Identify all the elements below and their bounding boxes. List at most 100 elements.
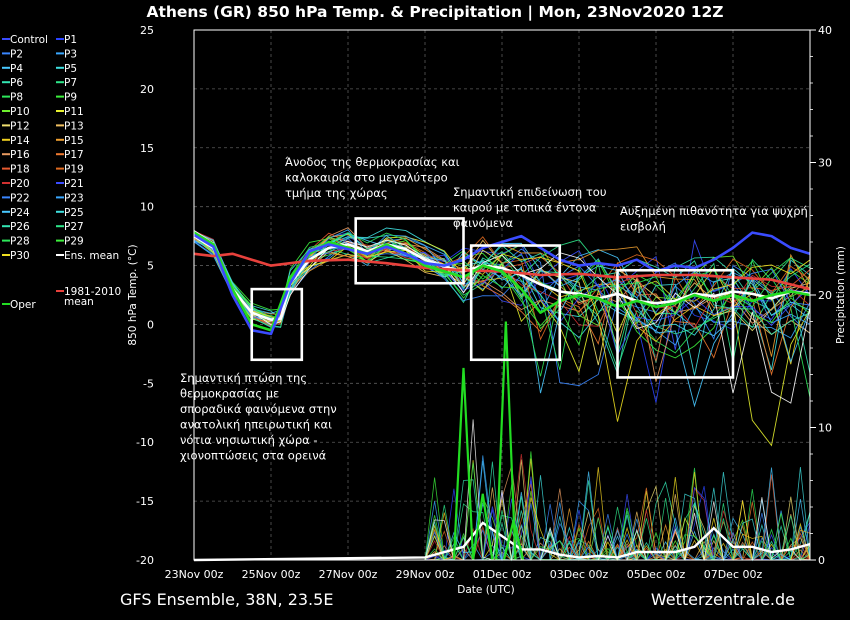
- legend-label: P23: [64, 192, 84, 204]
- annotation-line: καλοκαιρία στο μεγαλύτερο: [285, 171, 448, 185]
- annotation-line: φαινόμενα: [453, 216, 513, 230]
- y-axis-ticks: 25 20 15 10 5 0 -5 -10 -15 -20: [136, 24, 154, 567]
- x-axis-ticks: 23Nov 00z 25Nov 00z 27Nov 00z 29Nov 00z 01De…: [165, 568, 763, 581]
- legend-label: P20: [10, 178, 30, 190]
- legend-label: P18: [10, 164, 30, 176]
- highlight-box: [616, 268, 735, 379]
- x-axis-label: Date (UTC): [457, 584, 514, 596]
- legend-label: P19: [64, 164, 84, 176]
- annotation-line: εισβολή: [620, 220, 666, 234]
- y2-tick-label: 0: [818, 554, 825, 567]
- legend-label: Oper: [10, 299, 36, 311]
- annotation-line: ανατολική ηπειρωτική και: [180, 418, 332, 432]
- y2-tick-label: 30: [818, 157, 832, 170]
- chart-title: Athens (GR) 850 hPa Temp. & Precipitatio…: [146, 3, 723, 22]
- legend-label: P25: [64, 207, 84, 219]
- legend-label-line: 1981-2010: [64, 286, 121, 298]
- legend-label: P6: [10, 77, 23, 89]
- annotation-line: Σημαντική πτώση της: [180, 371, 307, 385]
- annotation-line: καιρού με τοπικά έντονα: [453, 201, 597, 215]
- annotation-line: σποραδικά φαινόμενα στην: [180, 402, 337, 416]
- legend-label: P7: [64, 77, 77, 89]
- highlight-boxes: [250, 217, 735, 379]
- legend-label: P21: [64, 178, 84, 190]
- legend-label: P26: [10, 221, 30, 233]
- legend-label: P12: [10, 120, 30, 132]
- y-tick-label: 5: [147, 260, 154, 273]
- annotation-line: Άνοδος της θερμοκρασίας και: [285, 155, 460, 169]
- y-tick-label: 0: [147, 318, 154, 331]
- y-tick-label: -15: [136, 495, 154, 508]
- y-tick-label: -5: [143, 377, 154, 390]
- annotation-text: Αυξημένη πιθανότητα για ψυχρή εισβολή: [620, 204, 808, 234]
- legend-label: P1: [64, 34, 77, 46]
- legend-label: P17: [64, 149, 84, 161]
- series-control: [193, 231, 811, 336]
- legend-label: P3: [64, 48, 77, 60]
- legend-label: P13: [64, 120, 84, 132]
- legend-label: P11: [64, 106, 84, 118]
- y2-tick-label: 40: [818, 24, 832, 37]
- annotation-line: νότια νησιωτική χώρα -: [180, 433, 318, 447]
- oper-precip-spike: [495, 321, 517, 561]
- y-tick-label: -10: [136, 436, 154, 449]
- highlight-box: [354, 217, 465, 285]
- y2-tick-label: 20: [818, 289, 832, 302]
- x-tick-label: 01Dec 00z: [473, 568, 532, 581]
- y-tick-label: 25: [140, 24, 154, 37]
- legend-label: P4: [10, 63, 23, 75]
- legend-label: P29: [64, 236, 84, 248]
- annotations: Άνοδος της θερμοκρασίας και καλοκαιρία στ…: [180, 155, 808, 463]
- y-tick-label: 10: [140, 201, 154, 214]
- footer-model: GFS Ensemble, 38N, 23.5E: [120, 590, 333, 609]
- legend-label: P10: [10, 106, 30, 118]
- y2-tick-label: 10: [818, 422, 832, 435]
- x-tick-label: 25Nov 00z: [242, 568, 301, 581]
- legend-label: P30: [10, 250, 30, 262]
- legend-label: Control: [10, 34, 48, 46]
- series-oper: [193, 231, 811, 332]
- y-tick-label: -20: [136, 554, 154, 567]
- oper-precip-spike: [502, 519, 525, 561]
- y-axis-label: 850 hPa Temp. (°C): [127, 244, 139, 345]
- legend-label: P9: [64, 92, 77, 104]
- x-tick-label: 03Dec 00z: [550, 568, 609, 581]
- legend: Control P1 P2 P3 P4 P5 P6 P7 P8 P9 P10 P11 P12 P13 P14…: [2, 34, 121, 311]
- y-tick-label: 20: [140, 83, 154, 96]
- x-tick-label: 27Nov 00z: [319, 568, 378, 581]
- legend-label: P24: [10, 207, 30, 219]
- y2-axis-label: Precipitation (mm): [835, 246, 847, 344]
- x-tick-label: 23Nov 00z: [165, 568, 224, 581]
- x-tick-label: 05Dec 00z: [627, 568, 686, 581]
- legend-label: P2: [10, 48, 23, 60]
- footer-source: Wetterzentrale.de: [651, 590, 795, 609]
- legend-label: P15: [64, 135, 84, 147]
- legend-label: Ens. mean: [64, 250, 119, 262]
- x-tick-label: 29Nov 00z: [396, 568, 455, 581]
- annotation-text: Σημαντική επιδείνωση του καιρού με τοπικά…: [453, 185, 607, 230]
- x-tick-label: 07Dec 00z: [704, 568, 763, 581]
- legend-label: P8: [10, 92, 23, 104]
- legend-label: P16: [10, 149, 30, 161]
- annotation-text: Σημαντική πτώση της θερμοκρασίας με σποραδ…: [180, 371, 337, 463]
- ens-mean-precip-line: [193, 521, 811, 562]
- legend-label: P28: [10, 236, 30, 248]
- oper-precip-spike: [472, 493, 494, 561]
- highlight-box: [250, 287, 304, 362]
- annotation-line: θερμοκρασίας με: [180, 387, 279, 401]
- y2-axis-ticks: 40 30 20 10 0: [810, 24, 832, 567]
- ensemble-member-line: [193, 230, 811, 404]
- legend-label: P27: [64, 221, 84, 233]
- series-ens-mean: [193, 234, 811, 322]
- legend-label: P14: [10, 135, 30, 147]
- annotation-line: Αυξημένη πιθανότητα για ψυχρή: [620, 204, 808, 218]
- annotation-line: Σημαντική επιδείνωση του: [453, 185, 607, 199]
- legend-label: P5: [64, 63, 77, 75]
- highlight-box: [469, 244, 562, 362]
- oper-precip-spike: [452, 367, 475, 561]
- legend-label: 1981-2010 mean: [64, 286, 121, 308]
- legend-label: P22: [10, 192, 30, 204]
- annotation-line: τμήμα της χώρας: [285, 186, 388, 200]
